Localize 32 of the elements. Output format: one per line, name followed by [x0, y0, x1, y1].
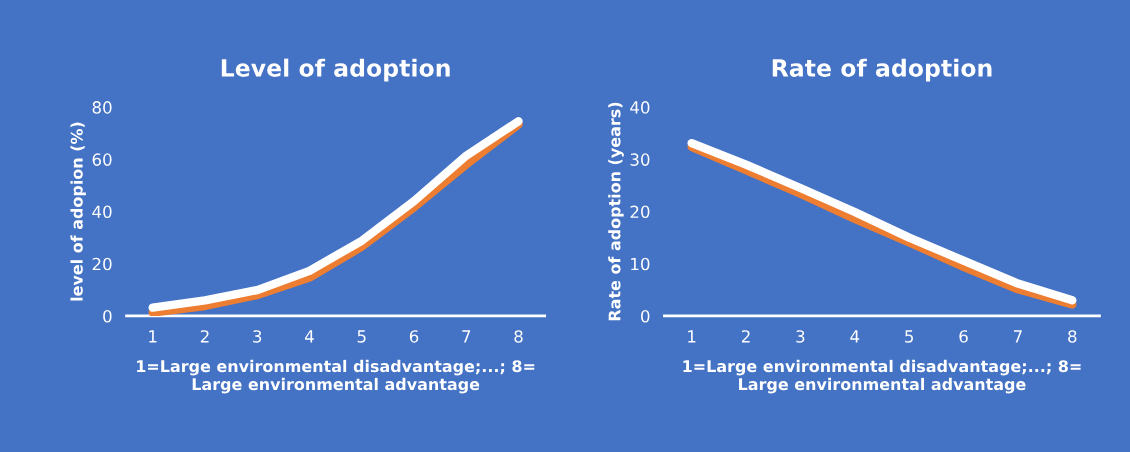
x-tick-label: 8 [514, 330, 523, 343]
y-tick-label: 0 [641, 309, 650, 323]
x-tick-label: 6 [409, 330, 419, 343]
x-tick-label: 7 [1013, 330, 1022, 343]
y-axis-title: Rate of adoption (years) [608, 102, 624, 321]
x-tick-label: 4 [304, 330, 314, 343]
y-tick-label: 20 [92, 257, 112, 271]
x-tick-label: 5 [905, 330, 913, 343]
y-tick-label: 40 [92, 205, 112, 219]
x-tick-label: 5 [357, 330, 366, 343]
y-tick-label: 20 [630, 205, 650, 219]
x-tick-label: 3 [796, 330, 805, 343]
x-tick-label: 2 [741, 330, 750, 343]
y-tick-label: 30 [630, 153, 650, 166]
x-tick-label: 7 [462, 330, 471, 343]
y-tick-label: 60 [92, 153, 112, 166]
x-tick-label: 6 [959, 330, 968, 343]
x-axis-title: 1=Large environmental disadvantage;...; 8= Large environmental advantage [137, 359, 535, 394]
chart-title: Rate of adoption [772, 58, 992, 82]
y-tick-label: 0 [103, 309, 112, 323]
x-tick-label: 3 [253, 330, 262, 343]
y-tick-label: 10 [631, 257, 650, 271]
y-tick-label: 40 [630, 101, 650, 114]
x-tick-label: 1 [149, 330, 157, 343]
y-tick-label: 80 [92, 101, 112, 114]
x-tick-label: 4 [850, 330, 860, 343]
x-tick-label: 1 [688, 330, 696, 343]
y-axis-title: level of adopion (%) [70, 122, 86, 301]
chart-title: Level of adoption [221, 58, 450, 82]
x-tick-label: 8 [1068, 330, 1077, 343]
x-tick-label: 2 [200, 330, 209, 343]
x-axis-title: 1=Large environmental disadvantage;...; 8= Large environmental advantage [683, 359, 1081, 394]
